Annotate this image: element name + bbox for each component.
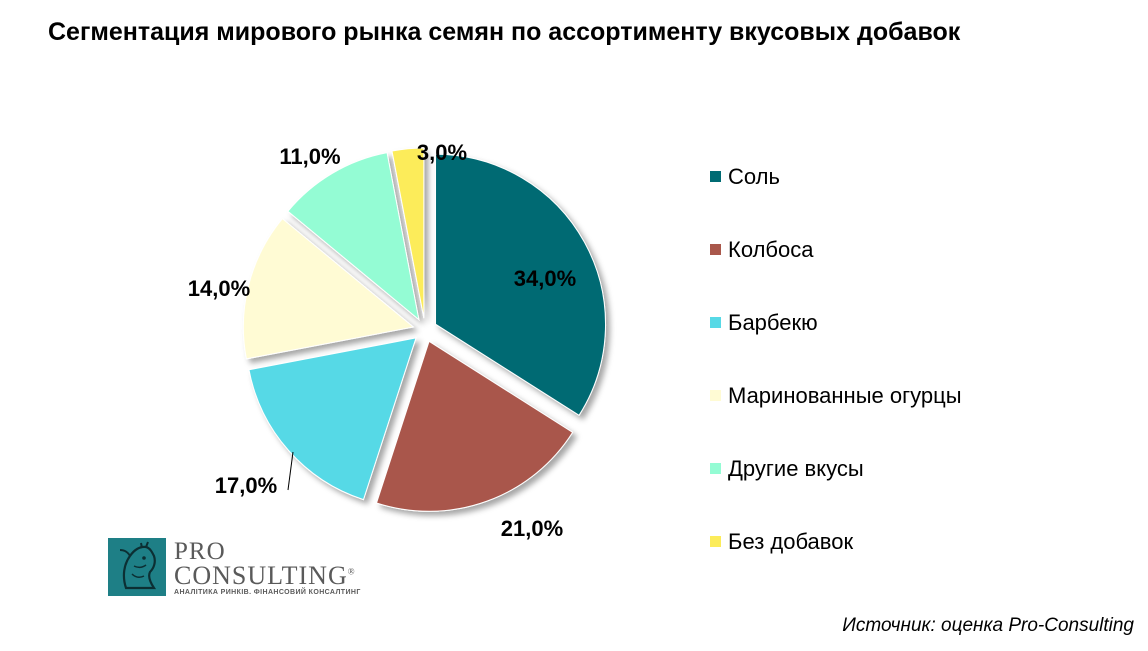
legend-label: Маринованные огурцы — [728, 382, 962, 408]
horse-head-icon — [108, 538, 166, 596]
pie-slice-3 — [248, 337, 417, 501]
slice-label-2: 21,0% — [501, 516, 563, 541]
legend-item: Колбоса — [710, 213, 962, 286]
pro-consulting-logo: PRO CONSULTING® АНАЛІТИКА РИНКІВ. ФІНАНС… — [108, 538, 378, 598]
legend-swatch — [710, 463, 721, 474]
slice-label-3: 17,0% — [215, 473, 277, 498]
slice-label-6: 3,0% — [417, 140, 467, 165]
logo-text-consulting: CONSULTING® — [174, 561, 356, 590]
legend-item: Маринованные огурцы — [710, 359, 962, 432]
slice-label-1: 34,0% — [514, 266, 576, 291]
legend-item: Другие вкусы — [710, 432, 962, 505]
logo-text-pro: PRO — [174, 538, 226, 565]
legend: Соль Колбоса Барбекю Маринованные огурцы Дру… — [710, 140, 962, 578]
logo-registered-mark: ® — [347, 566, 356, 577]
pie-slice-4 — [242, 217, 415, 360]
legend-label: Колбоса — [728, 236, 814, 262]
source-note: Источник: оценка Pro-Consulting — [842, 615, 1134, 636]
pie-slice-6 — [391, 147, 425, 319]
slice-label-5: 11,0% — [279, 144, 340, 169]
legend-item: Без добавок — [710, 505, 962, 578]
legend-item: Барбекю — [710, 286, 962, 359]
chart-title: Сегментация мирового рынка семян по ассо… — [48, 18, 961, 46]
logo-tagline: АНАЛІТИКА РИНКІВ. ФІНАНСОВИЙ КОНСАЛТИНГ — [174, 589, 361, 596]
legend-swatch — [710, 244, 721, 255]
legend-swatch — [710, 171, 721, 182]
legend-swatch — [710, 536, 721, 547]
legend-swatch — [710, 390, 721, 401]
pie-slice-2 — [375, 340, 574, 512]
pie-slice-5 — [287, 152, 420, 321]
legend-label: Другие вкусы — [728, 455, 864, 481]
legend-label: Барбекю — [728, 309, 818, 335]
legend-item: Соль — [710, 140, 962, 213]
slice-label-4: 14,0% — [188, 276, 250, 301]
pie-chart: 34,0% 21,0% 17,0% 14,0% 11,0% 3,0% — [188, 140, 607, 541]
legend-label: Без добавок — [728, 528, 854, 554]
legend-swatch — [710, 317, 721, 328]
legend-label: Соль — [728, 163, 780, 189]
pie-slice-1 — [435, 153, 607, 417]
leader-line-barbecue — [287, 451, 294, 491]
